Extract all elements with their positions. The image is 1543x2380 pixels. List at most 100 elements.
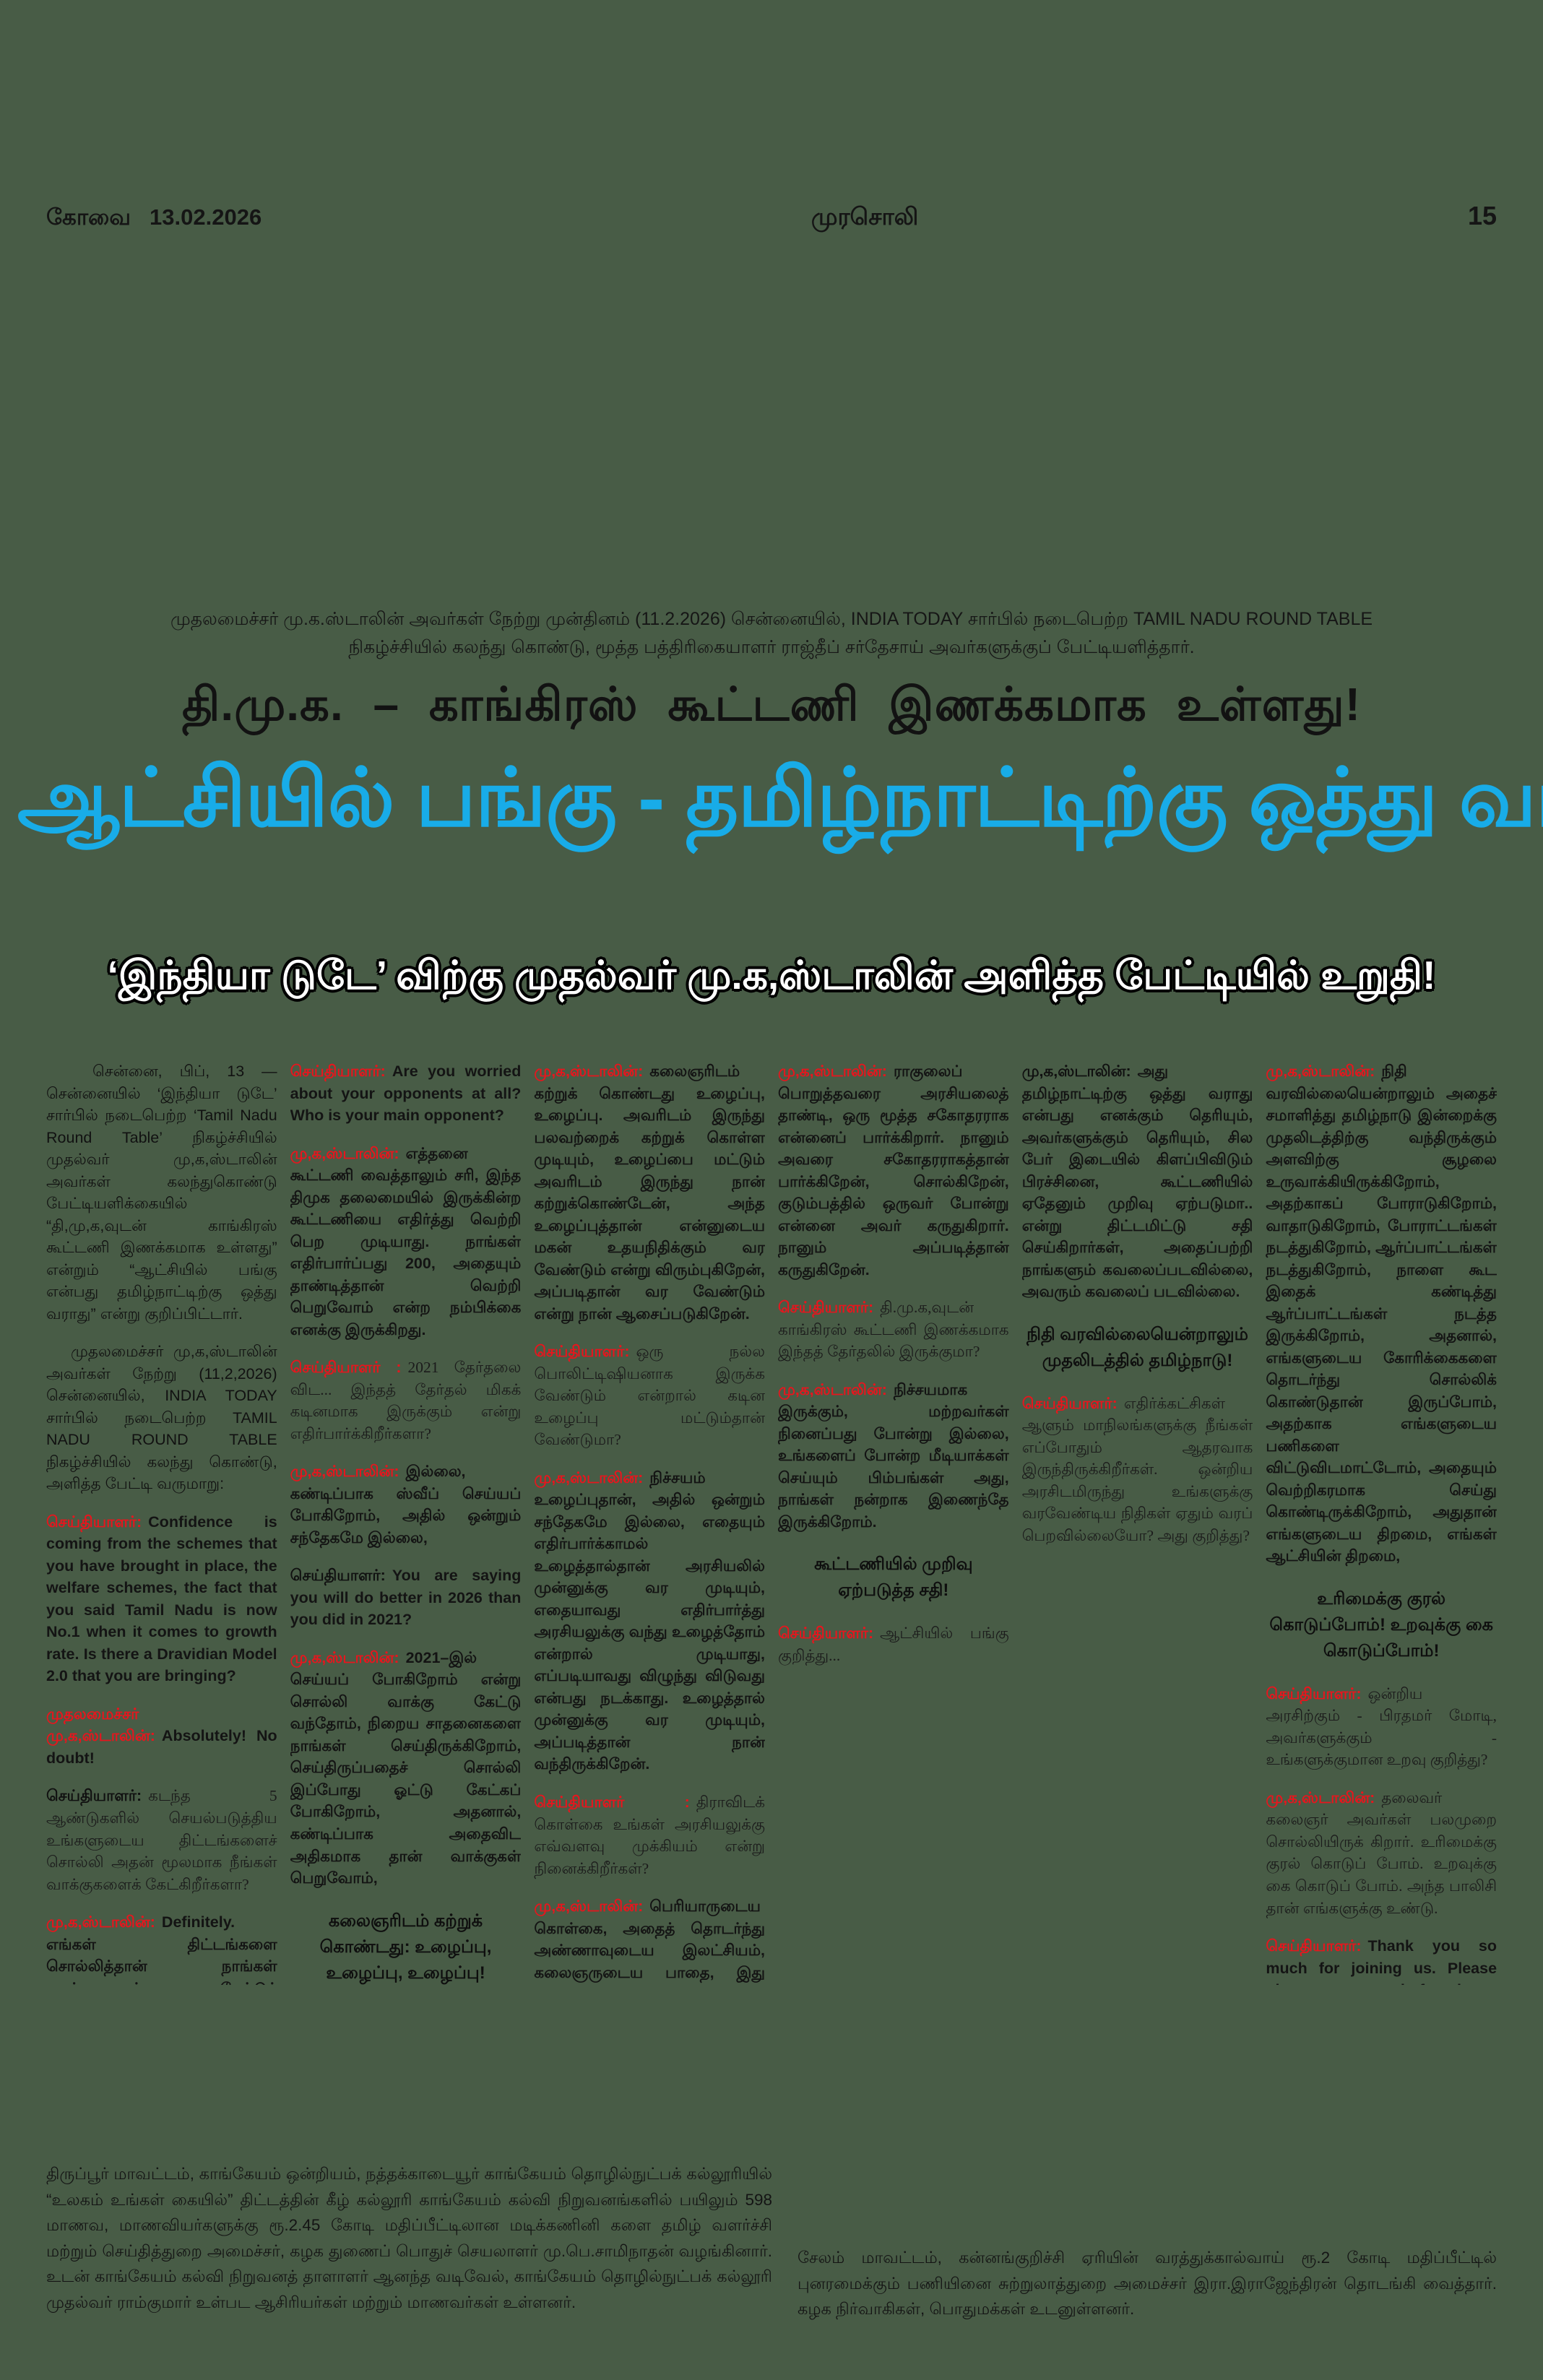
article-body: சென்னை, பிப், 13 — சென்னையில் ‘இந்தியா ட… [46,1060,1497,1985]
main-headline: ஆட்சியில் பங்கு - தமிழ்நாட்டிற்கு ஒத்து … [17,753,1543,843]
answer-text: தலைவர் கலைஞர் அவர்கள் பலமுறை சொல்லியிருக… [1266,1788,1497,1917]
section-subhead: நிதி வரவில்லையென்றாலும் முதலிடத்தில் தமி… [1026,1324,1248,1370]
article-column-1: சென்னை, பிப், 13 — சென்னையில் ‘இந்தியா ட… [46,1060,277,1985]
question-text: எதிர்க்கட்சிகள் ஆளும் மாநிலங்களுக்கு நீங… [1021,1394,1253,1544]
question-text: ஒன்றிய அரசிற்கும் - பிரதமர் மோடி, அவர்கள… [1266,1684,1497,1769]
reporter-label: செய்தியாளர்: [1021,1394,1118,1412]
edition-date: 13.02.2026 [150,204,262,230]
cm-label: மு,க,ஸ்டாலின்: [1021,1063,1131,1080]
answer-block: மு,க,ஸ்டாலின்: ராகுலைப் பொறுத்தவரை அரசியல… [778,1060,1009,1281]
edition-location: கோவை [46,204,131,230]
reporter-label: செய்தியாளர்: [46,1513,142,1531]
answer-text: Absolutely! No doubt! [46,1727,277,1767]
question-text: Confidence is coming from the schemes th… [46,1513,277,1685]
answer-text: நிச்சயமாக இருக்கும், மற்றவர்கள் நினைப்பத… [778,1380,1009,1531]
answer-text: நிச்சயம் உழைப்புதான், அதில் ஒன்றும் சந்த… [534,1468,766,1773]
reporter-label: செய்தியாளர்: [1266,1937,1362,1955]
section-subhead: கூட்டணியில் முறிவு ஏற்படுத்த சதி! [814,1554,973,1601]
cm-label: மு,க,ஸ்டாலின்: [290,1144,399,1162]
answer-text: Definitely. எங்கள் திட்டங்களை சொல்லித்தா… [46,1913,277,1985]
question-block: செய்தியாளர்: தி.மு.க,வுடன் காங்கிரஸ் கூட்… [778,1297,1009,1363]
answer-text: நிதி வரவில்லையென்றாலும் அதைச் சமாளித்து … [1266,1063,1497,1565]
reporter-label: செய்தியாளர்: [46,1787,142,1805]
cm-label: மு,க,ஸ்டாலின்: [46,1913,155,1931]
question-block: செய்தியாளர்: ஒரு நல்ல பொலிட்டிஷியனாக இருக… [534,1341,765,1451]
answer-block: மு,க,ஸ்டாலின்: தலைவர் கலைஞர் அவர்கள் பலமு… [1266,1787,1497,1919]
bottom-caption-left: திருப்பூர் மாவட்டம், காங்கேயம் ஒன்றியம்,… [46,2165,772,2311]
answer-text: கலைஞரிடம் கற்றுக் கொண்டது உழைப்பு, உழைப்… [534,1063,766,1323]
answer-block: மு,க,ஸ்டாலின்: Definitely. எங்கள் திட்டங்… [46,1911,277,1985]
answer-block: மு,க,ஸ்டாலின்: எத்தனை கூட்டணி வைத்தாலும் … [290,1143,522,1341]
article-column-2: செய்தியாளர்: Are you worried about your o… [290,1060,522,1985]
question-block: செய்தியாளர்: கடந்த 5 ஆண்டுகளில் செயல்படுத… [46,1785,277,1895]
question-text: 2021 தேர்தலை விட... இந்தத் தேர்தல் மிகக்… [290,1359,522,1442]
answer-text: இல்லை, கண்டிப்பாக ஸ்வீப் செய்யப் போகிறோம… [290,1463,522,1546]
answer-text: பெரியாருடைய கொள்கை, அதைத் தொடர்ந்து அண்ண… [534,1897,766,1981]
dateline-paragraph: சென்னை, பிப், 13 — சென்னையில் ‘இந்தியா ட… [46,1063,277,1323]
question-block: செய்தியாளர் : திராவிடக் கொள்கை உங்கள் அரச… [534,1791,765,1879]
reporter-label: செய்தியாளர்: [778,1299,874,1317]
section-subhead: உரிமைக்கு குரல் கொடுப்போம்! உறவுக்கு கை … [1269,1588,1493,1661]
question-block: செய்தியாளர் :2021 தேர்தலை விட... இந்தத் … [290,1356,522,1445]
answer-text: ராகுலைப் பொறுத்தவரை அரசியலைத் தாண்டி, ஒர… [778,1063,1009,1278]
question-text: You are saying you will do better in 202… [290,1567,522,1629]
question-text: தி.மு.க,வுடன் காங்கிரஸ் கூட்டணி இணக்கமாக… [778,1299,1009,1361]
masthead: முரசொலி [811,203,919,230]
answer-block: மு,க,ஸ்டாலின்: பெரியாருடைய கொள்கை, அதைத் … [534,1895,765,1985]
article-column-6: மு,க,ஸ்டாலின்: நிதி வரவில்லையென்றாலும் அத… [1266,1060,1497,1985]
question-block: செய்தியாளர்: Are you worried about your o… [290,1060,522,1127]
cm-label: மு,க,ஸ்டாலின்: [1266,1063,1375,1080]
sub-headline: ‘இந்தியா டுடே’ விற்கு முதல்வர் மு.க,ஸ்டா… [107,953,1436,998]
question-block: செய்தியாளர்: Thank you so much for joinin… [1266,1935,1497,1985]
cm-label: மு,க,ஸ்டாலின்: [534,1468,644,1487]
question-text: கடந்த 5 ஆண்டுகளில் செயல்படுத்திய உங்களுட… [46,1787,277,1893]
cm-label: மு,க,ஸ்டாலின்: [778,1063,887,1080]
answer-block: மு,க,ஸ்டாலின்: நிதி வரவில்லையென்றாலும் அத… [1266,1060,1497,1567]
cm-label: மு,க,ஸ்டாலின்: [290,1463,399,1481]
answer-block: முதலமைச்சர் மு,க,ஸ்டாலின்: Absolutely! No… [46,1703,277,1770]
question-text: ஒரு நல்ல பொலிட்டிஷியனாக இருக்க வேண்டும் … [534,1343,766,1449]
answer-block: மு,க,ஸ்டாலின்: நிச்சயமாக இருக்கும், மற்றவ… [778,1379,1009,1533]
question-text: Thank you so much for joining us. Please… [1266,1937,1497,1985]
question-block: செய்தியாளர்: ஒன்றிய அரசிற்கும் - பிரதமர் … [1266,1683,1497,1771]
photo-caption: முதலமைச்சர் மு.க.ஸ்டாலின் அவர்கள் நேற்று… [170,609,1373,657]
kicker-headline: தி.மு.க. – காங்கிரஸ் கூட்டணி இணக்கமாக உள… [181,678,1362,730]
answer-text: எத்தனை கூட்டணி வைத்தாலும் சரி, இந்த திமு… [290,1144,522,1338]
reporter-label: செய்தியாளர் : [534,1793,690,1811]
answer-text: அது தமிழ்நாட்டிற்கு ஒத்து வராது என்பது எ… [1021,1063,1253,1301]
cm-label: மு,க,ஸ்டாலின்: [778,1380,887,1398]
cm-label: மு,க,ஸ்டாலின்: [534,1897,644,1916]
page-number: 15 [1467,201,1497,230]
question-block: செய்தியாளர்: ஆட்சியில் பங்கு குறித்து... [778,1622,1009,1666]
reporter-label: செய்தியாளர்: [534,1343,630,1361]
page-folio: கோவை 13.02.2026 முரசொலி 15 [46,201,1497,234]
cm-label: மு,க,ஸ்டாலின்: [290,1648,399,1666]
article-column-5: மு,க,ஸ்டாலின்: அது தமிழ்நாட்டிற்கு ஒத்து … [1022,1060,1253,1985]
article-column-3: மு,க,ஸ்டாலின்: கலைஞரிடம் கற்றுக் கொண்டது … [534,1060,765,1985]
bottom-caption-right: சேலம் மாவட்டம், கன்னங்குறிச்சி ஏரியின் வ… [798,2249,1497,2319]
reporter-label: செய்தியாளர்: [290,1063,386,1080]
intro-paragraph: முதலமைச்சர் மு,க,ஸ்டாலின் அவர்கள் நேற்று… [46,1343,277,1493]
question-text: Are you worried about your opponents at … [290,1063,522,1125]
question-block: செய்தியாளர்: You are saying you will do b… [290,1565,522,1631]
question-block: செய்தியாளர்: எதிர்க்கட்சிகள் ஆளும் மாநிலங… [1022,1393,1253,1547]
reporter-label: செய்தியாளர்: [290,1567,386,1585]
article-column-4: மு,க,ஸ்டாலின்: ராகுலைப் பொறுத்தவரை அரசியல… [778,1060,1009,1985]
reporter-label: செய்தியாளர் : [290,1359,402,1377]
section-subhead: கலைஞரிடம் கற்றுக் கொண்டது: உழைப்பு, உழைப… [319,1911,492,1983]
answer-block: மு,க,ஸ்டாலின்: கலைஞரிடம் கற்றுக் கொண்டது … [534,1060,765,1325]
question-block: செய்தியாளர்: Confidence is coming from th… [46,1511,277,1687]
answer-block: மு,க,ஸ்டாலின்: நிச்சயம் உழைப்புதான், அதில… [534,1467,765,1775]
cm-label: முதலமைச்சர் மு,க,ஸ்டாலின்: [46,1705,155,1745]
answer-text: 2021–இல் செய்யப் போகிறோம் என்று சொல்லி வ… [290,1648,522,1887]
folio-left: கோவை 13.02.2026 [46,204,262,233]
cm-label: மு,க,ஸ்டாலின்: [534,1063,644,1080]
answer-block: மு,க,ஸ்டாலின்: 2021–இல் செய்யப் போகிறோம் … [290,1647,522,1890]
answer-block: மு,க,ஸ்டாலின்: அது தமிழ்நாட்டிற்கு ஒத்து … [1022,1060,1253,1303]
question-text: ஆட்சியில் பங்கு குறித்து... [778,1624,1009,1664]
reporter-label: செய்தியாளர்: [1266,1684,1362,1702]
reporter-label: செய்தியாளர்: [778,1624,874,1643]
question-text: திராவிடக் கொள்கை உங்கள் அரசியலுக்கு எவ்வ… [534,1793,766,1877]
answer-block: மு,க,ஸ்டாலின்: இல்லை, கண்டிப்பாக ஸ்வீப் ச… [290,1461,522,1549]
